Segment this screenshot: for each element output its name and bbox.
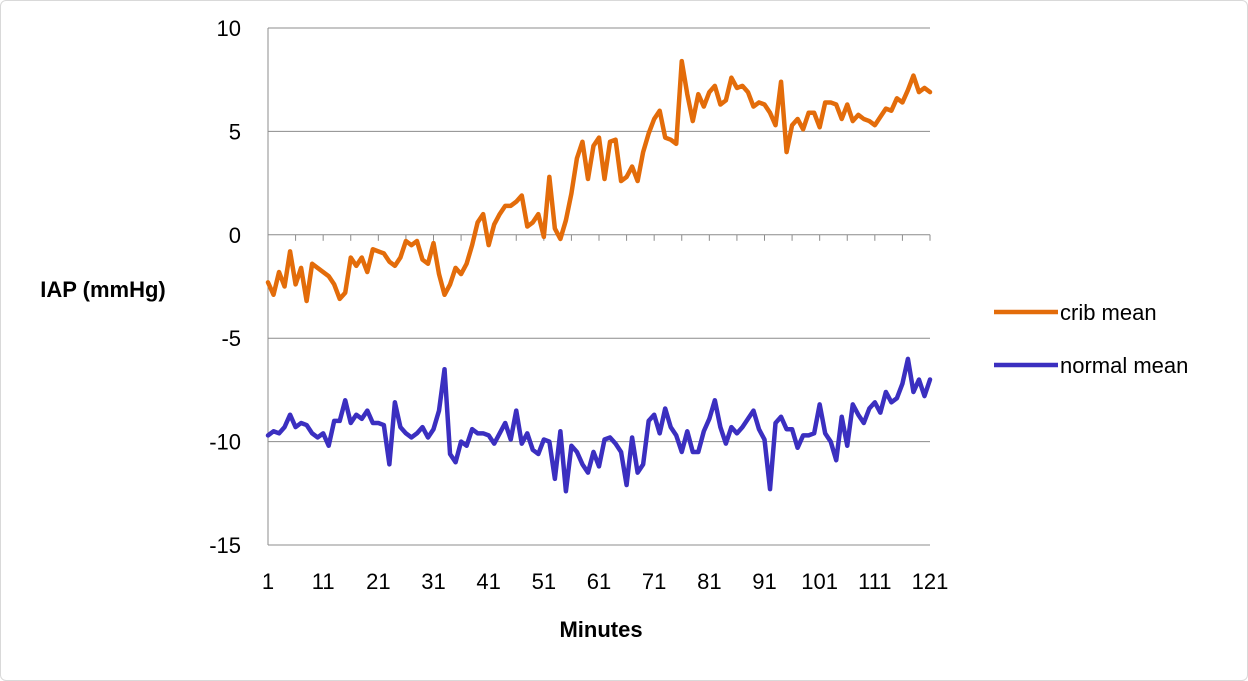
y-tick-label: 5 <box>229 119 241 144</box>
legend-label: crib mean <box>1060 300 1157 325</box>
x-tick-label: 61 <box>587 569 611 594</box>
x-tick-label: 11 <box>312 569 335 594</box>
legend-label: normal mean <box>1060 353 1188 378</box>
x-tick-label: 91 <box>752 569 776 594</box>
x-tick-label: 81 <box>697 569 721 594</box>
y-axis-title: IAP (mmHg) <box>40 277 166 302</box>
x-axis-title: Minutes <box>559 617 642 642</box>
y-tick-label: -15 <box>209 533 241 558</box>
series-lines <box>265 58 933 494</box>
x-tick-label: 21 <box>366 569 390 594</box>
legend: crib mean normal mean <box>994 300 1188 378</box>
x-tick-label: 101 <box>801 569 838 594</box>
x-tick-label: 31 <box>421 569 445 594</box>
series-line-normal-mean <box>265 356 933 494</box>
y-tick-label: 0 <box>229 223 241 248</box>
x-tick-label: 1 <box>262 569 274 594</box>
y-tick-label: 10 <box>217 16 241 41</box>
x-tick-label: 111 <box>858 569 891 594</box>
x-tick-label: 121 <box>912 569 949 594</box>
y-tick-label: -10 <box>209 430 241 455</box>
x-tick-label: 71 <box>642 569 666 594</box>
x-tick-label: 41 <box>476 569 500 594</box>
x-tick-label: 51 <box>532 569 556 594</box>
series-line-crib-mean <box>265 58 933 304</box>
y-tick-label: -5 <box>221 326 241 351</box>
gridlines <box>268 27 930 546</box>
